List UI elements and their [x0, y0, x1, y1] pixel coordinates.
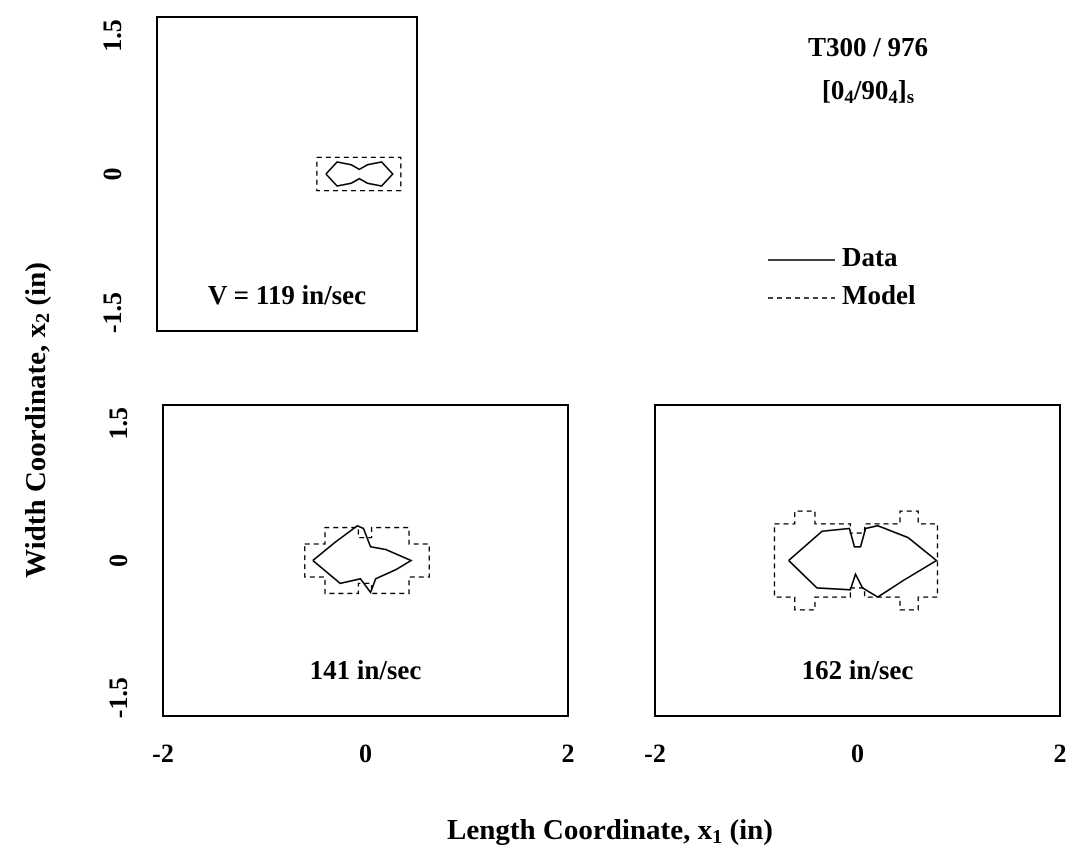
- text-part: (in): [20, 262, 52, 313]
- contour-solid: [312, 524, 413, 595]
- text-part: [0: [822, 75, 845, 105]
- x-tick-label: 0: [851, 739, 864, 768]
- text-part: (in): [722, 814, 773, 846]
- subtitle-parts: [04/904]s: [822, 75, 914, 108]
- contour-dashed: [773, 510, 939, 611]
- x-tick-label: 2: [562, 739, 575, 768]
- xlabel-parts: Length Coordinate, x1 (in): [447, 814, 773, 848]
- panel-annotation: V = 119 in/sec: [208, 280, 366, 310]
- legend-label: Data: [842, 242, 898, 272]
- subscript: s: [907, 87, 914, 108]
- subscript: 4: [888, 87, 898, 108]
- contour-solid: [325, 161, 394, 187]
- panel-frame: [654, 404, 1061, 717]
- subscript: 4: [844, 87, 854, 108]
- panel-frame: [162, 404, 569, 717]
- title: T300 / 976: [808, 32, 928, 62]
- panel-annotation: 141 in/sec: [310, 655, 422, 685]
- text-part: ]: [898, 75, 907, 105]
- legend-label: Model: [842, 280, 916, 310]
- contour-dashed: [304, 526, 430, 595]
- x-tick-label: -2: [152, 739, 174, 768]
- y-tick-label: 1.5: [98, 19, 127, 52]
- contour-solid: [788, 524, 938, 599]
- y-tick-label: 0: [104, 554, 133, 567]
- panel-frame: [156, 16, 418, 332]
- panel-annotation: 162 in/sec: [802, 655, 914, 685]
- y-tick-label: 1.5: [104, 407, 133, 440]
- y-tick-label: 0: [98, 168, 127, 181]
- subscript: 1: [712, 826, 722, 848]
- y-tick-label: -1.5: [98, 292, 127, 333]
- text-part: Length Coordinate, x: [447, 814, 713, 846]
- x-tick-label: -2: [644, 739, 666, 768]
- subscript: 2: [32, 313, 54, 323]
- x-tick-label: 0: [359, 739, 372, 768]
- contour-dashed: [316, 156, 402, 192]
- text-part: /90: [853, 75, 889, 105]
- y-tick-label: -1.5: [104, 677, 133, 718]
- x-tick-label: 2: [1054, 739, 1067, 768]
- text-part: Width Coordinate, x: [20, 323, 52, 578]
- ylabel-parts: Width Coordinate, x2 (in): [20, 262, 54, 578]
